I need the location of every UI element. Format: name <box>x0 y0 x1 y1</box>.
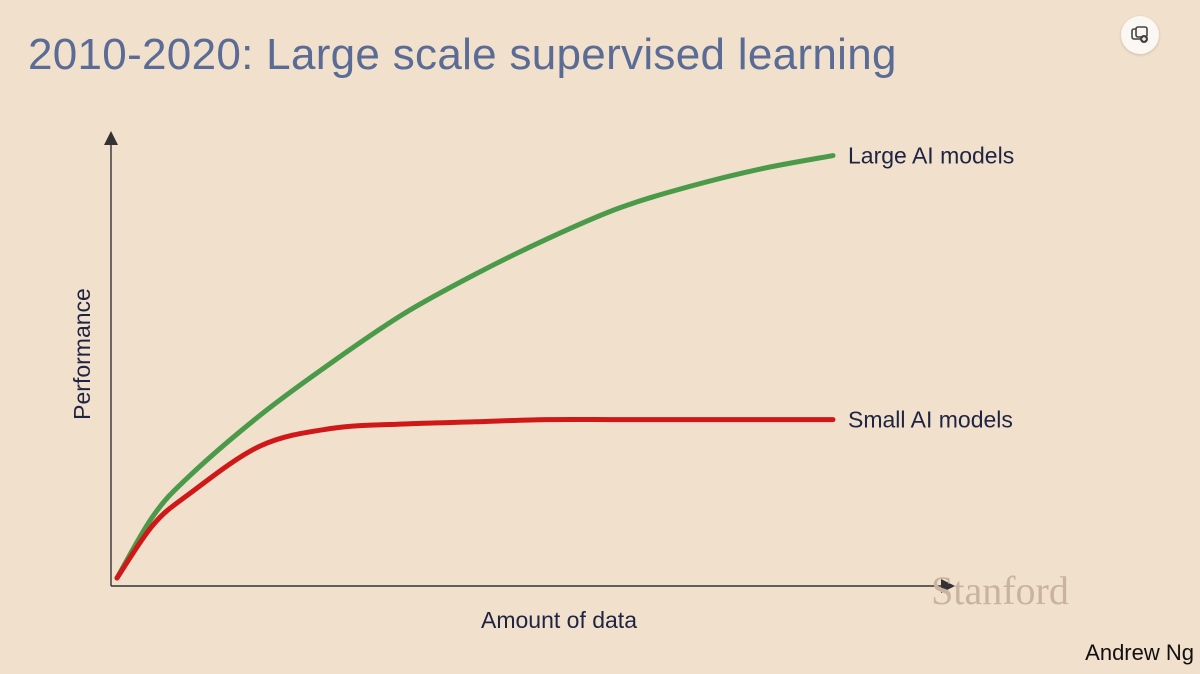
series-line-0 <box>114 153 836 581</box>
x-axis-label: Amount of data <box>481 607 637 633</box>
slide-title: 2010-2020: Large scale supervised learni… <box>28 30 897 79</box>
y-axis-label: Performance <box>69 288 95 420</box>
stanford-watermark: Stanford <box>931 568 1069 613</box>
picture-in-picture-button[interactable] <box>1121 16 1159 54</box>
series-label-1: Small AI models <box>848 407 1013 433</box>
series-line-1 <box>114 416 836 581</box>
author-credit: Andrew Ng <box>1085 640 1194 665</box>
picture-in-picture-icon <box>1131 26 1148 43</box>
series-label-0: Large AI models <box>848 143 1014 169</box>
